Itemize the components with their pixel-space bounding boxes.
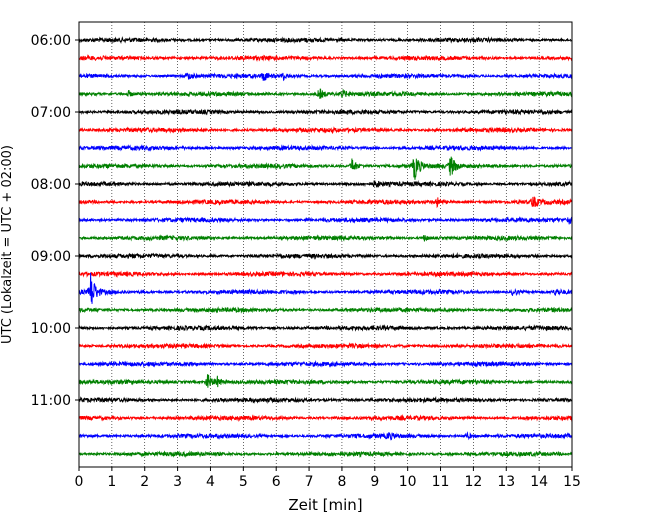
- grid-lines: [111, 22, 540, 467]
- y-axis-ticks: 06:00 07:00 08:00 09:00 10:00 11:00: [31, 33, 79, 409]
- trace-0930: [78, 272, 573, 304]
- y-tick-label: 06:00: [31, 33, 71, 49]
- trace-0630: [78, 72, 573, 82]
- trace-0815: [78, 196, 573, 209]
- trace-0745: [78, 156, 573, 180]
- trace-0715: [78, 126, 573, 135]
- trace-0900: [78, 252, 573, 260]
- trace-0800: [78, 180, 573, 188]
- trace-1030: [78, 359, 573, 369]
- x-tick-label: 13: [497, 474, 515, 490]
- x-tick-label: 1: [107, 474, 116, 490]
- y-axis-label: UTC (Lokalzeit = UTC + 02:00): [0, 145, 15, 344]
- trace-0600: [78, 36, 573, 44]
- y-tick-label: 10:00: [31, 321, 71, 337]
- trace-1100: [78, 396, 573, 404]
- trace-1015: [78, 342, 573, 350]
- x-tick-label: 7: [305, 474, 314, 490]
- x-tick-label: 12: [464, 474, 482, 490]
- x-tick-label: 4: [206, 474, 215, 490]
- x-tick-label: 3: [173, 474, 182, 490]
- x-tick-label: 8: [337, 474, 346, 490]
- trace-0830: [78, 216, 573, 225]
- trace-0945: [78, 306, 573, 314]
- x-tick-label: 6: [272, 474, 281, 490]
- x-tick-label: 11: [432, 474, 450, 490]
- x-tick-label: 9: [370, 474, 379, 490]
- y-tick-label: 09:00: [31, 249, 71, 265]
- trace-0700: [78, 108, 573, 116]
- x-tick-label: 14: [530, 474, 548, 490]
- trace-0645: [78, 88, 573, 99]
- x-axis-label: Zeit [min]: [288, 496, 362, 514]
- y-tick-label: 08:00: [31, 177, 71, 193]
- trace-group: [78, 36, 573, 459]
- trace-0915: [78, 270, 573, 278]
- x-axis-ticks: 0 1 2 3 4 5 6 7 8 9 10 11 12 13 14 15: [75, 467, 581, 490]
- x-tick-label: 15: [563, 474, 581, 490]
- trace-0615: [78, 54, 573, 62]
- trace-1000: [78, 324, 573, 332]
- trace-0845: [78, 234, 573, 242]
- y-tick-label: 07:00: [31, 105, 71, 121]
- plot-frame: [78, 21, 573, 468]
- trace-1145: [78, 450, 573, 459]
- trace-1045: [78, 374, 573, 388]
- x-tick-label: 5: [239, 474, 248, 490]
- trace-1115: [78, 414, 573, 422]
- trace-1130: [78, 431, 573, 441]
- trace-0730: [78, 144, 573, 152]
- y-tick-label: 11:00: [31, 393, 71, 409]
- x-tick-label: 0: [75, 474, 84, 490]
- x-tick-label: 10: [399, 474, 417, 490]
- x-tick-label: 2: [140, 474, 149, 490]
